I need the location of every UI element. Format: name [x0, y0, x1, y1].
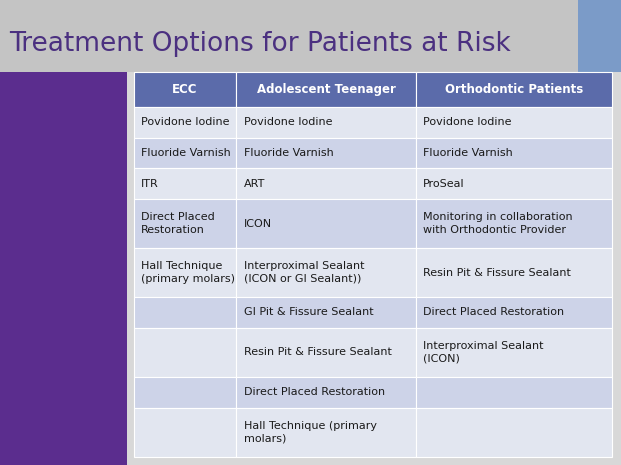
Text: Fluoride Varnish: Fluoride Varnish: [141, 148, 231, 158]
FancyBboxPatch shape: [415, 377, 612, 407]
Text: Orthodontic Patients: Orthodontic Patients: [445, 83, 582, 96]
FancyBboxPatch shape: [237, 138, 415, 168]
FancyBboxPatch shape: [134, 199, 237, 248]
Text: Monitoring in collaboration
with Orthodontic Provider: Monitoring in collaboration with Orthodo…: [423, 213, 573, 235]
FancyBboxPatch shape: [0, 72, 127, 465]
Text: ICON: ICON: [244, 219, 272, 228]
FancyBboxPatch shape: [415, 72, 612, 107]
FancyBboxPatch shape: [415, 248, 612, 297]
FancyBboxPatch shape: [134, 407, 237, 457]
Text: ECC: ECC: [172, 83, 197, 96]
FancyBboxPatch shape: [0, 0, 621, 72]
Text: Fluoride Varnish: Fluoride Varnish: [244, 148, 333, 158]
Text: Hall Technique (primary
molars): Hall Technique (primary molars): [244, 421, 377, 443]
FancyBboxPatch shape: [415, 199, 612, 248]
Text: Adolescent Teenager: Adolescent Teenager: [256, 83, 396, 96]
FancyBboxPatch shape: [134, 328, 237, 377]
FancyBboxPatch shape: [415, 138, 612, 168]
Text: Povidone Iodine: Povidone Iodine: [141, 117, 230, 127]
FancyBboxPatch shape: [237, 72, 415, 107]
FancyBboxPatch shape: [134, 72, 237, 107]
Text: Direct Placed
Restoration: Direct Placed Restoration: [141, 213, 215, 235]
FancyBboxPatch shape: [415, 168, 612, 199]
Text: Resin Pit & Fissure Sealant: Resin Pit & Fissure Sealant: [244, 347, 392, 357]
FancyBboxPatch shape: [415, 297, 612, 328]
FancyBboxPatch shape: [134, 138, 237, 168]
FancyBboxPatch shape: [415, 107, 612, 138]
FancyBboxPatch shape: [237, 377, 415, 407]
FancyBboxPatch shape: [237, 407, 415, 457]
Text: Povidone Iodine: Povidone Iodine: [423, 117, 512, 127]
FancyBboxPatch shape: [237, 168, 415, 199]
FancyBboxPatch shape: [237, 107, 415, 138]
FancyBboxPatch shape: [237, 248, 415, 297]
FancyBboxPatch shape: [134, 107, 237, 138]
Text: Povidone Iodine: Povidone Iodine: [244, 117, 332, 127]
Text: Direct Placed Restoration: Direct Placed Restoration: [244, 387, 385, 397]
Text: Interproximal Sealant
(ICON or GI Sealant)): Interproximal Sealant (ICON or GI Sealan…: [244, 261, 365, 284]
Text: GI Pit & Fissure Sealant: GI Pit & Fissure Sealant: [244, 307, 373, 318]
Text: Direct Placed Restoration: Direct Placed Restoration: [423, 307, 564, 318]
FancyBboxPatch shape: [134, 377, 237, 407]
FancyBboxPatch shape: [134, 248, 237, 297]
Text: ITR: ITR: [141, 179, 159, 189]
FancyBboxPatch shape: [134, 297, 237, 328]
Text: Fluoride Varnish: Fluoride Varnish: [423, 148, 513, 158]
FancyBboxPatch shape: [415, 407, 612, 457]
Text: Interproximal Sealant
(ICON): Interproximal Sealant (ICON): [423, 341, 543, 364]
FancyBboxPatch shape: [415, 328, 612, 377]
FancyBboxPatch shape: [134, 168, 237, 199]
Text: Hall Technique
(primary molars): Hall Technique (primary molars): [141, 261, 235, 284]
Text: Resin Pit & Fissure Sealant: Resin Pit & Fissure Sealant: [423, 267, 571, 278]
FancyBboxPatch shape: [237, 199, 415, 248]
Text: Treatment Options for Patients at Risk: Treatment Options for Patients at Risk: [9, 31, 511, 57]
Text: ProSeal: ProSeal: [423, 179, 465, 189]
FancyBboxPatch shape: [0, 72, 621, 465]
FancyBboxPatch shape: [578, 0, 621, 72]
FancyBboxPatch shape: [237, 297, 415, 328]
Text: ART: ART: [244, 179, 265, 189]
FancyBboxPatch shape: [237, 328, 415, 377]
